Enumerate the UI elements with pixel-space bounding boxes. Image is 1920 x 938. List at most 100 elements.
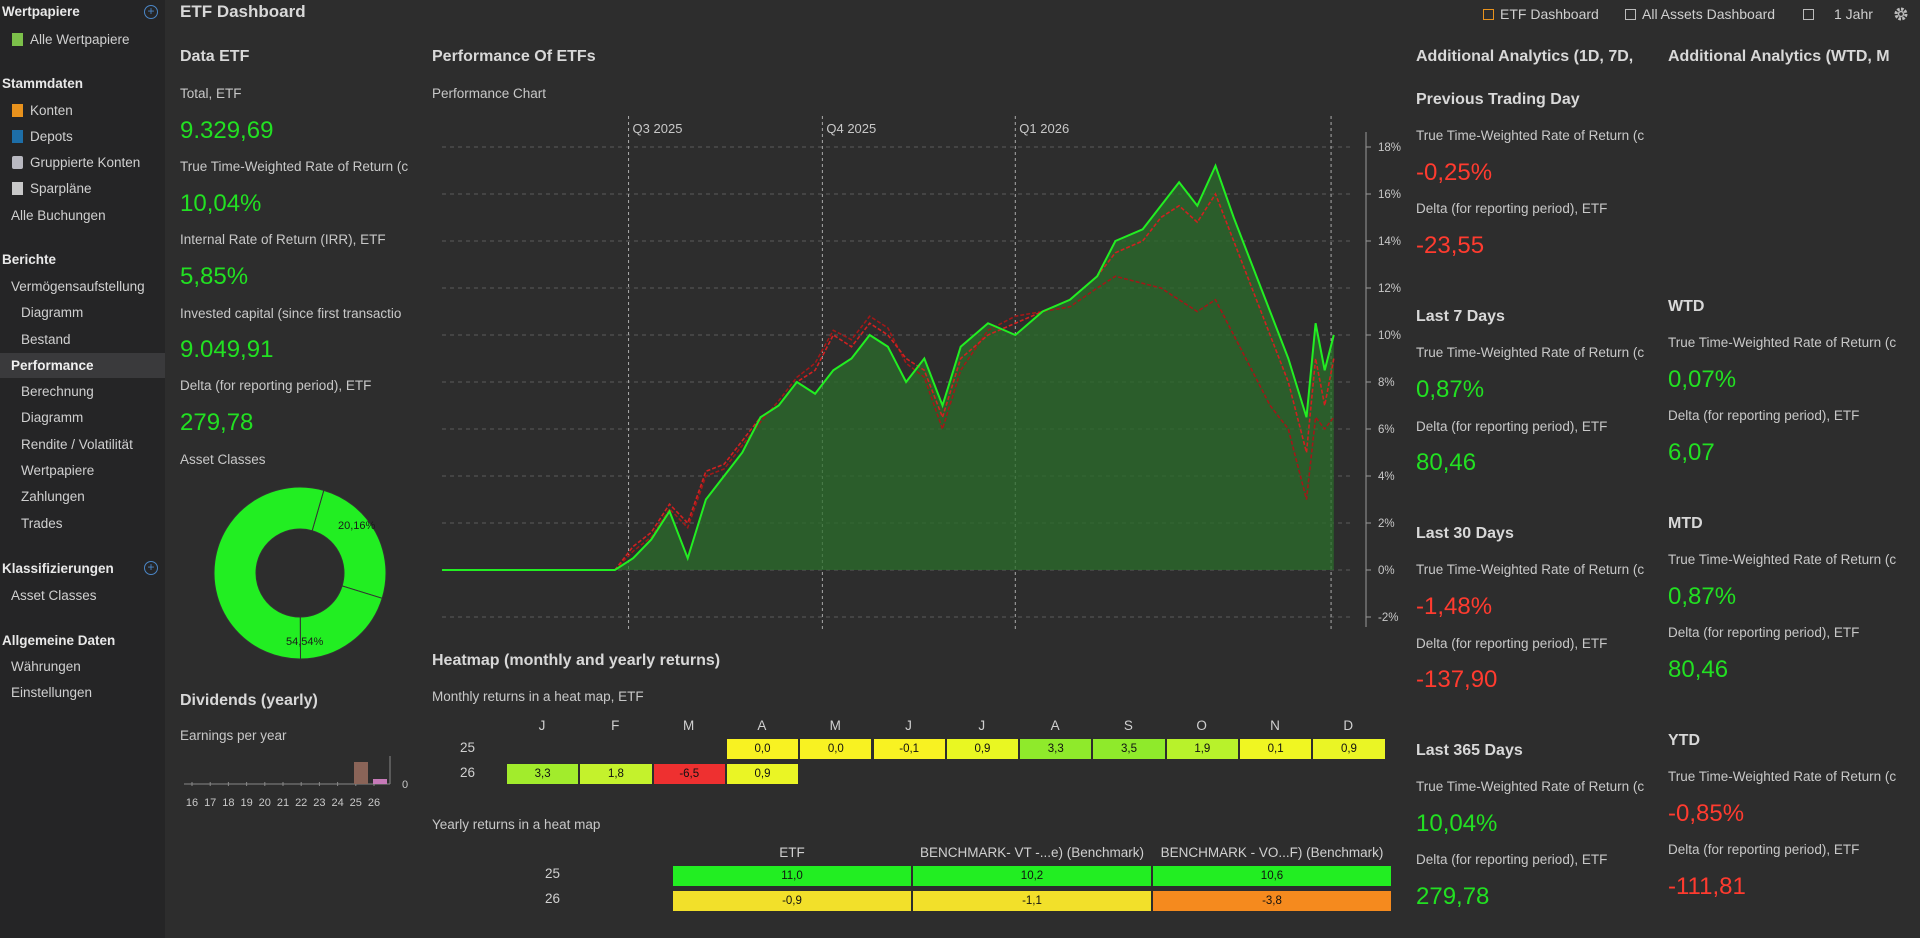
dividend-bar-26[interactable]	[373, 779, 387, 784]
dividends-title: Dividends (yearly)	[180, 692, 318, 709]
sidebar-item-waehrungen[interactable]: Währungen	[11, 659, 81, 674]
period-label: 1 Jahr	[1834, 6, 1873, 22]
wtd-ttwror-value: 0,07%	[1668, 366, 1737, 393]
dividend-bar-25[interactable]	[354, 762, 368, 784]
sidebar-item-alle-wertpapiere[interactable]: Alle Wertpapiere	[0, 27, 165, 52]
heatmap-cell[interactable]: 0,9	[725, 763, 800, 785]
mtd-delta-label: Delta (for reporting period), ETF	[1668, 625, 1860, 640]
heatmap-cell[interactable]: -6,5	[652, 763, 726, 785]
yearly-heatmap-cell[interactable]: -3,8	[1152, 890, 1392, 912]
ytd-ttwror-label: True Time-Weighted Rate of Return (c	[1668, 769, 1897, 784]
month-header: J	[538, 718, 546, 733]
heatmap-cell[interactable]: 0,0	[725, 738, 800, 760]
all-assets-dashboard-tab[interactable]: All Assets Dashboard	[1625, 6, 1775, 22]
prev-day-delta-value: -23,55	[1416, 232, 1485, 259]
performance-area	[442, 165, 1334, 571]
performance-series-2[interactable]	[614, 275, 1335, 571]
sidebar-item-wertpapiere[interactable]: Wertpapiere	[21, 463, 95, 478]
yearly-heatmap-cell[interactable]: -0,9	[672, 890, 912, 912]
settings-gear-icon[interactable]	[1893, 6, 1909, 22]
wtd-heading: WTD	[1668, 298, 1705, 315]
irr-value: 5,85%	[180, 263, 249, 290]
yearly-heatmap-cell[interactable]: -1,1	[912, 890, 1152, 912]
heatmap-cell[interactable]: 0,9	[1312, 738, 1386, 760]
sidebar-item-alle-buchungen[interactable]: Alle Buchungen	[11, 208, 106, 223]
yearly-heatmap-cell[interactable]: 10,2	[912, 865, 1152, 887]
ytd-delta-label: Delta (for reporting period), ETF	[1668, 842, 1860, 857]
period-selector[interactable]: 1 Jahr	[1803, 6, 1873, 22]
sidebar-item-berechnung[interactable]: Berechnung	[21, 384, 94, 399]
sidebar-item-konten[interactable]: Konten	[0, 98, 165, 123]
total-value: 9.329,69	[180, 117, 274, 144]
heatmap-cell[interactable]: 3,5	[1092, 738, 1166, 760]
ytd-heading: YTD	[1668, 732, 1700, 749]
heatmap-cell[interactable]: 1,9	[1165, 738, 1239, 760]
heatmap-cell[interactable]: 0,0	[799, 738, 873, 760]
asset-classes-donut-chart[interactable]: 25,29%20,16%54,54%	[210, 483, 390, 663]
sidebar-item-trades[interactable]: Trades	[21, 516, 63, 531]
asset-classes-label: Asset Classes	[180, 452, 266, 467]
delta-value: 279,78	[180, 409, 254, 436]
wtd-delta-value: 6,07	[1668, 439, 1715, 466]
sidebar-section-wertpapiere[interactable]: Wertpapiere	[2, 4, 80, 19]
sidebar-item-performance[interactable]: Performance	[0, 353, 165, 378]
dividends-zero-label: 0	[402, 779, 408, 791]
d7-delta-value: 80,46	[1416, 449, 1477, 476]
sidebar-item-zahlungen[interactable]: Zahlungen	[21, 489, 85, 504]
heatmap-cell[interactable]: 3,3	[506, 763, 580, 785]
donut-slice[interactable]	[213, 486, 325, 660]
add-security-icon[interactable]: +	[144, 5, 158, 19]
donut-hole	[257, 530, 343, 616]
sidebar-item-bestand[interactable]: Bestand	[21, 332, 71, 347]
last-365-days-heading: Last 365 Days	[1416, 742, 1523, 759]
sidebar-item-asset-classes[interactable]: Asset Classes	[11, 588, 97, 603]
dividends-year-label: 17	[204, 797, 216, 809]
heatmap-cell[interactable]: 0,1	[1239, 738, 1313, 760]
yearly-heatmap-cell[interactable]: 11,0	[672, 865, 912, 887]
quarter-label: Q1 2026	[1019, 121, 1069, 136]
dividends-year-label: 19	[240, 797, 252, 809]
sidebar-item-sparplaene[interactable]: Sparpläne	[0, 176, 165, 201]
sidebar-item-einstellungen[interactable]: Einstellungen	[11, 685, 93, 700]
dividends-chart[interactable]: 16 17 18 19 20 21 22 23 24 25 26 0	[180, 752, 420, 812]
y-tick-label: 6%	[1378, 424, 1395, 436]
performance-chart[interactable]: 18% 16% 14% 12% 10% 8% 6% 4% 2% 0% -2% Q3 2025 Q4 20…	[432, 112, 1412, 632]
sidebar-item-vermoegensaufstellung[interactable]: Vermögensaufstellung	[11, 279, 145, 294]
heatmap-cell[interactable]: 1,8	[579, 763, 653, 785]
mtd-ttwror-label: True Time-Weighted Rate of Return (c	[1668, 552, 1897, 567]
dividends-year-label: 16	[186, 797, 198, 809]
calendar-icon	[12, 182, 23, 195]
donut-slice[interactable]	[311, 489, 387, 599]
add-classification-icon[interactable]: +	[144, 561, 158, 575]
total-label: Total, ETF	[180, 86, 242, 101]
analytics-1d-7d-title: Additional Analytics (1D, 7D,	[1416, 48, 1634, 65]
heatmap-cell[interactable]: 3,3	[1019, 738, 1093, 760]
d365-delta-label: Delta (for reporting period), ETF	[1416, 852, 1608, 867]
sidebar-item-depots[interactable]: Depots	[0, 124, 165, 149]
y-tick-label: 10%	[1378, 330, 1401, 342]
heatmap-cell[interactable]: 0,9	[945, 738, 1020, 760]
last-30-days-heading: Last 30 Days	[1416, 525, 1514, 542]
performance-series-1[interactable]	[614, 192, 1335, 571]
sidebar-item-label: Depots	[30, 129, 73, 144]
heatmap-cell[interactable]: -0,1	[872, 738, 946, 760]
sidebar-item-gruppierte-konten[interactable]: Gruppierte Konten	[0, 150, 165, 175]
month-header: S	[1123, 718, 1133, 733]
sidebar-item-rendite-volatilitaet[interactable]: Rendite / Volatilität	[21, 437, 133, 452]
performance-series-0[interactable]	[442, 163, 1335, 571]
d30-ttwror-value: -1,48%	[1416, 593, 1493, 620]
sidebar-item-performance-diagramm[interactable]: Diagramm	[21, 410, 84, 425]
y-tick-label: 2%	[1378, 518, 1395, 530]
yearly-heatmap-cell[interactable]: 10,6	[1152, 865, 1392, 887]
d365-ttwror-value: 10,04%	[1416, 810, 1498, 837]
dividends-year-label: 23	[313, 797, 325, 809]
etf-dashboard-tab[interactable]: ETF Dashboard	[1483, 6, 1599, 22]
yearly-year-label: 25	[545, 866, 561, 881]
dividends-year-label: 21	[277, 797, 289, 809]
yearly-header-benchmark-vo: BENCHMARK - VO...F) (Benchmark)	[1160, 845, 1384, 860]
layers-icon	[12, 156, 23, 169]
dividends-year-label: 24	[331, 797, 343, 809]
sidebar-item-diagramm[interactable]: Diagramm	[21, 305, 84, 320]
dividends-year-label: 22	[295, 797, 307, 809]
d365-delta-value: 279,78	[1416, 883, 1490, 910]
